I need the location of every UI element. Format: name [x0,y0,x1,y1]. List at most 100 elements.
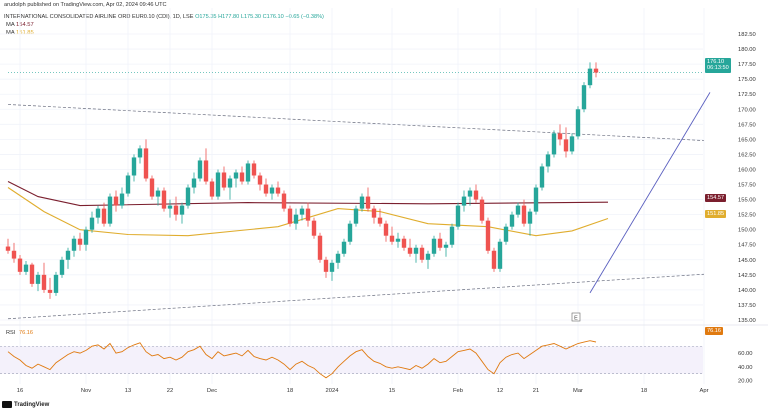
candle-body [5,246,11,251]
rsi-value-tag: 76.16 [705,327,723,336]
rsi-label: RSI [6,330,16,336]
candle-body [77,238,83,245]
candle-body [125,175,131,194]
trendline [589,92,711,294]
candle-body [197,160,203,179]
time-tick-label: Mar [573,388,583,394]
price-tick-label: 150.00 [738,228,756,234]
ohlc-change: −0.65 (−0.38%) [285,14,324,20]
candle-body [335,253,341,263]
ma2-legend-label: MA [6,30,15,36]
candle-body [533,187,539,212]
candle-body [89,217,95,230]
earnings-event-marker[interactable] [571,312,581,322]
candle-body [575,109,581,137]
candle-body [251,163,257,176]
candle-body [485,220,491,251]
candle-body [491,250,497,269]
candle-body [581,85,587,110]
time-tick-label: 2024 [326,388,340,394]
candle-body [143,148,149,179]
candle-body [419,247,425,260]
price-tick-label: 177.50 [738,62,756,68]
candle-body [263,184,269,194]
candle-body [317,235,323,260]
candle-body [389,235,395,242]
time-tick-label: Apr [699,388,708,394]
rsi-tick-label: 20.00 [738,379,753,385]
rsi-band [0,346,703,374]
ma1-legend[interactable]: MA 154.57 [6,22,34,28]
grid-lines [0,8,705,384]
candle-body [23,264,29,272]
price-tick-label: 167.50 [738,122,756,128]
time-tick-label: 12 [497,388,503,394]
candle-body [269,187,275,194]
candle-body [425,253,431,260]
rsi-line [7,340,597,379]
price-tick-label: 145.00 [738,258,756,264]
price-tick-label: 140.00 [738,288,756,294]
candle-body [83,229,89,245]
tradingview-brand: TradingView [14,401,50,408]
ma-line-1 [7,181,609,207]
time-tick-label: 15 [389,388,395,394]
candle-body [215,172,221,197]
price-tick-label: 142.50 [738,273,756,279]
current-price-value: 176.10 [707,59,725,65]
candle-body [65,250,71,260]
price-tick-label: 157.50 [738,183,756,189]
candle-body [53,274,59,293]
candle-body [329,262,335,272]
candle-body [539,166,545,188]
candle-body [281,193,287,209]
candle-body [299,208,305,215]
candle-body [527,211,533,224]
candle-body [467,190,473,197]
candle-body [107,196,113,224]
ohlc-low: L175.30 [240,14,262,20]
candle-body [311,220,317,236]
candle-body [275,187,281,194]
time-tick-label: Nov [81,388,91,394]
candle-body [479,199,485,221]
candle-body [41,274,47,290]
candle-body [455,205,461,227]
candle-body [461,196,467,206]
price-axis: 135.00 137.50 140.00 142.50 145.00 147.50 150.… [738,32,756,324]
tradingview-footer[interactable]: TradingView [2,401,49,408]
price-tick-label: 147.50 [738,243,756,249]
candle-body [101,208,107,224]
price-tick-label: 170.00 [738,107,756,113]
candle-body [377,217,383,224]
candle-body [245,163,251,182]
ma-line-2 [7,187,609,237]
candle-body [497,241,503,269]
candle-body [293,214,299,224]
price-tick-label: 182.50 [738,32,756,38]
time-tick-label: Feb [453,388,463,394]
candle-body [167,205,173,209]
candle-body [227,178,233,188]
candle-body [557,133,563,140]
candle-body [305,208,311,221]
price-tick-label: 135.00 [738,318,756,324]
candle-body [47,289,53,293]
candle-body [353,208,359,224]
ma2-legend[interactable]: MA 151.85 [6,30,34,36]
candle-body [161,190,167,209]
candle-body [569,136,575,152]
ma1-legend-label: MA [6,22,15,28]
candle-body [257,175,263,185]
candle-body [71,238,77,251]
candle-body [593,68,599,73]
candle-body [287,208,293,224]
candle-body [233,172,239,179]
ohlc-open: O175.35 [195,14,217,20]
ma2-legend-value: 151.85 [16,30,34,36]
candle-body [35,274,41,284]
time-tick-label: 18 [641,388,647,394]
ma2-price-tag: 151.85 [705,210,727,219]
earnings-event-label: E [574,316,578,322]
